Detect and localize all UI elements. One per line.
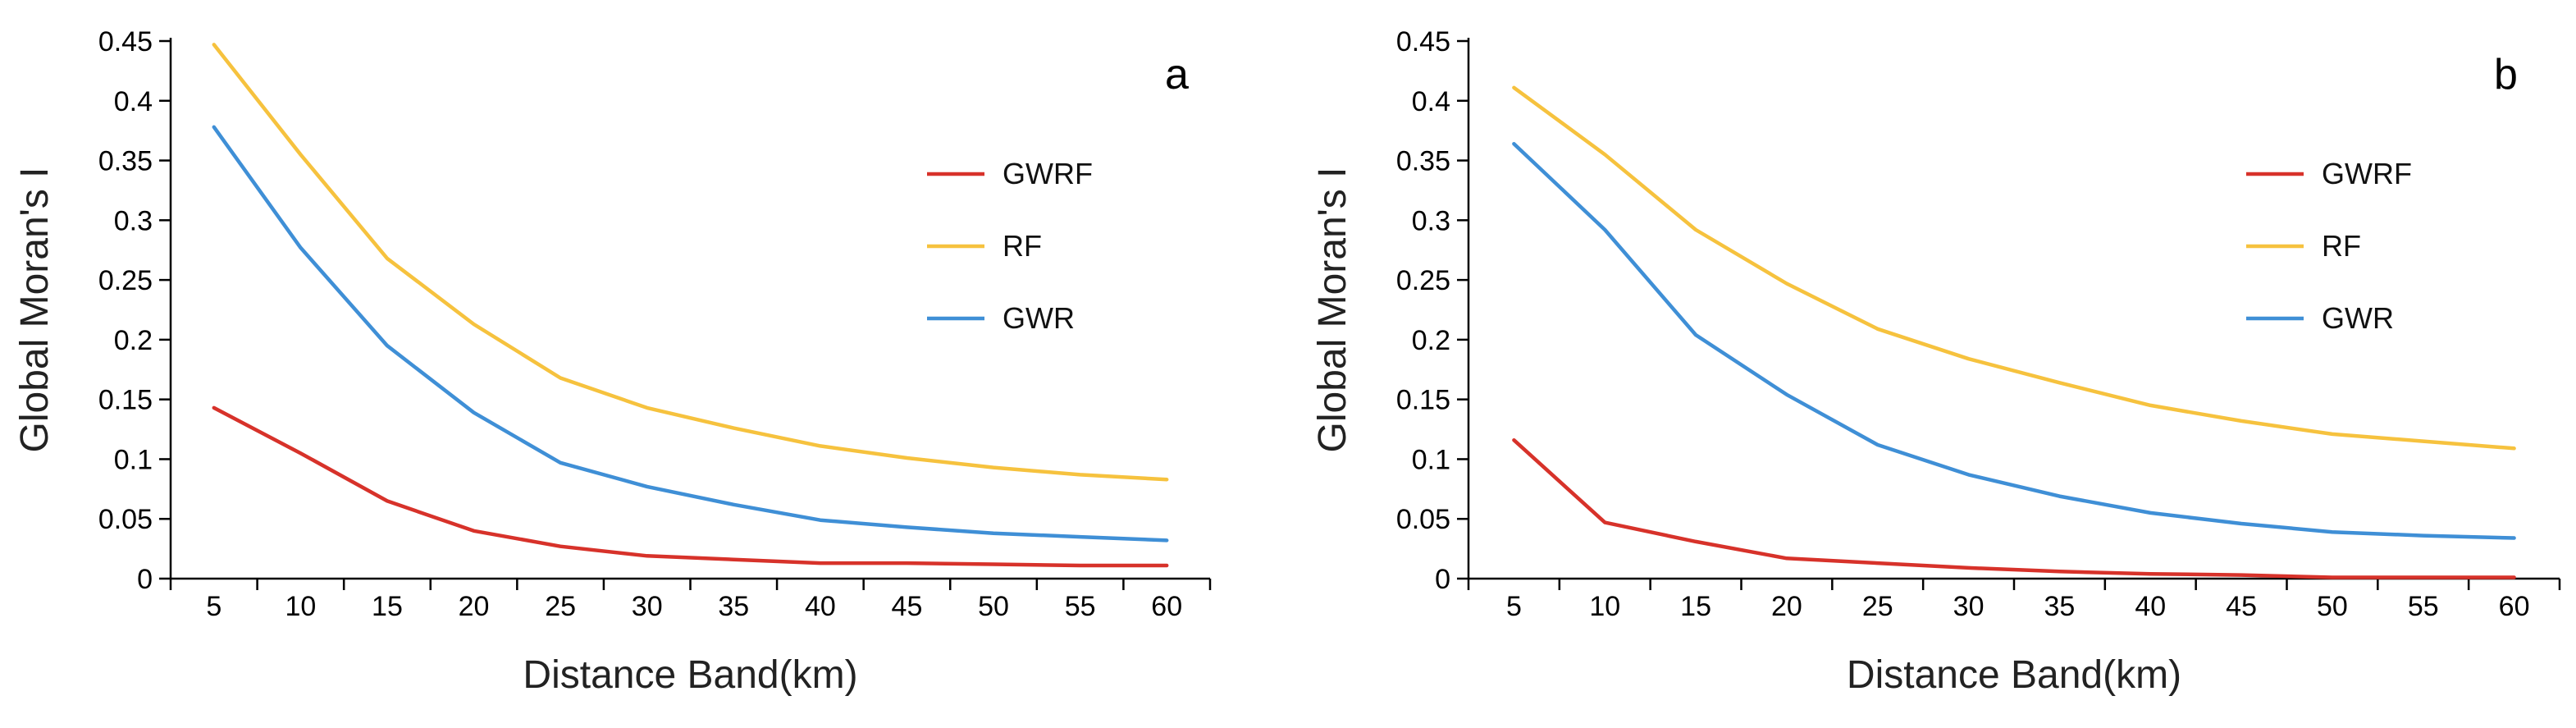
- x-tick-label: 25: [545, 591, 576, 622]
- x-tick-label: 60: [2499, 591, 2530, 622]
- x-tick-label: 30: [632, 591, 663, 622]
- legend-item-gwr: GWR: [2246, 301, 2394, 335]
- panel-label: b: [2494, 51, 2518, 98]
- series-line-rf: [212, 43, 1169, 482]
- x-tick-label: 35: [2044, 591, 2076, 622]
- series-line-gwr: [1512, 141, 2516, 540]
- x-axis-title: Distance Band(km): [523, 653, 857, 697]
- x-tick-label: 50: [978, 591, 1009, 622]
- y-tick-label: 0: [1435, 564, 1450, 595]
- x-tick-label: 15: [372, 591, 403, 622]
- y-tick-label: 0.15: [1396, 385, 1450, 416]
- x-tick-label: 10: [1589, 591, 1620, 622]
- x-tick-label: 40: [805, 591, 836, 622]
- x-tick-label: 15: [1680, 591, 1711, 622]
- panel-a: 0 0.05 0.1 0.15 0.2 0.25 0.3 0.35 0.4 0.45 5 10 15 2…: [13, 26, 1212, 697]
- series-line-gwrf: [212, 405, 1169, 568]
- y-axis-title: Global Moran's I: [13, 167, 57, 453]
- legend-item-rf: RF: [927, 229, 1042, 263]
- x-tick-label: 60: [1151, 591, 1182, 622]
- y-tick-label: 0.35: [98, 146, 153, 177]
- x-tick-label: 45: [892, 591, 923, 622]
- y-tick-label: 0.1: [114, 444, 153, 475]
- legend-item-gwrf: GWRF: [927, 157, 1093, 190]
- y-tick-label: 0.25: [98, 265, 153, 296]
- y-tick-label: 0.3: [114, 205, 153, 236]
- y-tick-label: 0: [137, 564, 153, 595]
- x-tick-label: 35: [718, 591, 749, 622]
- y-tick-label: 0.35: [1396, 146, 1450, 177]
- legend-item-gwr: GWR: [927, 301, 1075, 335]
- legend-label: GWR: [2322, 301, 2394, 335]
- panel-b: 0 0.05 0.1 0.15 0.2 0.25 0.3 0.35 0.4 0.45 5 10 15 2…: [1311, 26, 2561, 697]
- y-tick-label: 0.3: [1412, 205, 1450, 236]
- y-axis-title: Global Moran's I: [1311, 167, 1354, 453]
- y-tick-label: 0.05: [98, 504, 153, 535]
- x-tick-label: 20: [459, 591, 490, 622]
- y-tick-label: 0.15: [98, 385, 153, 416]
- legend-item-rf: RF: [2246, 229, 2361, 263]
- x-tick-label: 5: [206, 591, 222, 622]
- series-line-rf: [1512, 85, 2516, 451]
- x-tick-label: 40: [2135, 591, 2166, 622]
- x-tick-label: 20: [1771, 591, 1802, 622]
- legend-label: GWRF: [2322, 157, 2412, 190]
- x-tick-label: 25: [1862, 591, 1893, 622]
- x-tick-label: 45: [2226, 591, 2257, 622]
- x-tick-label: 55: [1065, 591, 1096, 622]
- y-tick-label: 0.25: [1396, 265, 1450, 296]
- y-tick-label: 0.2: [114, 325, 153, 356]
- legend-label: GWR: [1003, 301, 1075, 335]
- x-tick-label: 50: [2317, 591, 2348, 622]
- y-tick-label: 0.4: [114, 86, 153, 117]
- y-tick-label: 0.1: [1412, 444, 1450, 475]
- x-tick-label: 55: [2408, 591, 2439, 622]
- legend-label: RF: [2322, 229, 2361, 263]
- y-tick-label: 0.2: [1412, 325, 1450, 356]
- x-axis-title: Distance Band(km): [1847, 653, 2181, 697]
- series-line-gwrf: [1512, 437, 2516, 579]
- y-tick-label: 0.05: [1396, 504, 1450, 535]
- legend-label: RF: [1003, 229, 1042, 263]
- legend-item-gwrf: GWRF: [2246, 157, 2412, 190]
- y-tick-label: 0.45: [1396, 26, 1450, 57]
- x-tick-label: 10: [285, 591, 316, 622]
- x-tick-label: 30: [1953, 591, 1985, 622]
- series-line-gwr: [212, 125, 1169, 543]
- panel-label: a: [1165, 51, 1189, 98]
- y-tick-label: 0.4: [1412, 86, 1450, 117]
- x-tick-label: 5: [1506, 591, 1522, 622]
- legend-label: GWRF: [1003, 157, 1093, 190]
- y-tick-label: 0.45: [98, 26, 153, 57]
